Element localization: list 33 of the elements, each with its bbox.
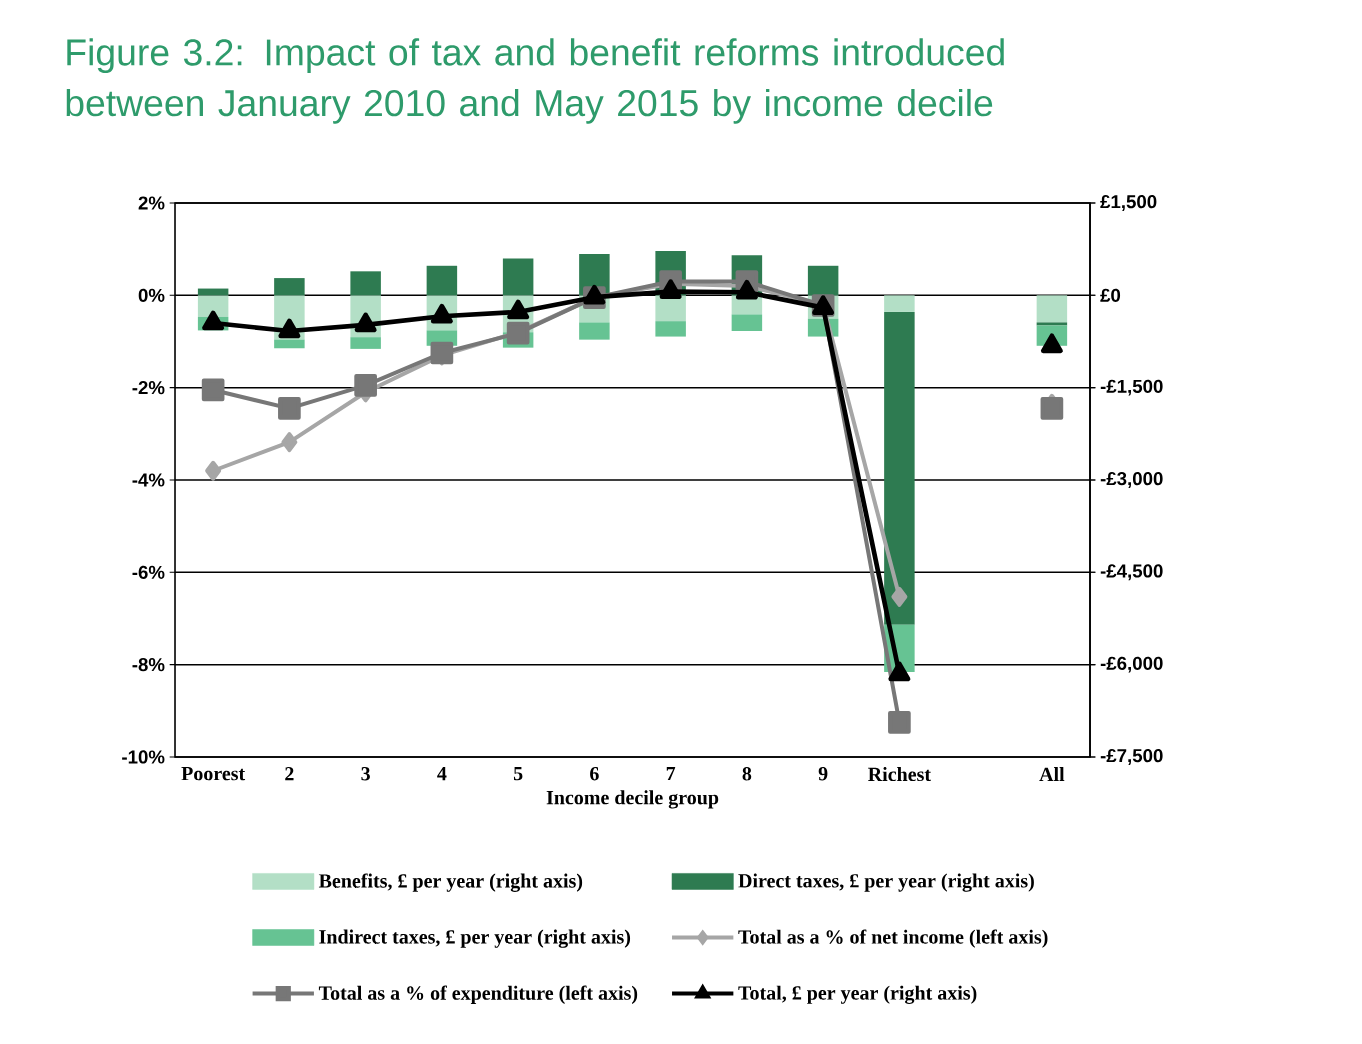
legend-label: Total, £ per year (right axis) <box>738 985 977 1004</box>
y-tick-label: -4% <box>132 473 165 487</box>
y2-tick-label: -£3,000 <box>1100 472 1163 488</box>
y2-tick-label: -£7,500 <box>1100 749 1163 765</box>
y-tick-label: -8% <box>132 658 165 672</box>
x-tick-label: Poorest <box>181 767 246 781</box>
legend-label: Indirect taxes, £ per year (right axis) <box>319 929 631 948</box>
x-tick-label: Richest <box>868 767 931 782</box>
y2-tick-label: £1,500 <box>1100 195 1157 211</box>
x-tick-label: 4 <box>437 767 447 781</box>
x-tick-label: 5 <box>513 767 523 781</box>
y2-tick-label: -£6,000 <box>1100 656 1163 673</box>
x-tick-label: All <box>1039 767 1065 781</box>
y2-tick-label: £0 <box>1100 288 1121 302</box>
y-tick-label: -6% <box>132 565 165 579</box>
x-axis-title: Income decile group <box>546 790 719 809</box>
y-tick-label: 0% <box>138 288 165 302</box>
y2-tick-label: -£1,500 <box>1100 379 1163 396</box>
x-tick-label: 9 <box>818 767 828 781</box>
x-tick-label: 6 <box>590 767 599 781</box>
x-tick-label: 3 <box>361 767 370 781</box>
y-tick-label: 2% <box>138 196 165 210</box>
chart-title: Figure 3.2: Impact of tax and benefit reforms introduced between January 2010 and May 2015 by income decile <box>66 38 1004 124</box>
y-tick-label: -2% <box>132 381 165 395</box>
y2-tick-label: -£4,500 <box>1100 564 1163 581</box>
x-tick-label: 2 <box>285 767 294 781</box>
y-tick-label: -10% <box>122 750 165 764</box>
x-tick-label: 8 <box>742 767 752 781</box>
legend-label: Benefits, £ per year (right axis) <box>318 873 583 892</box>
legend-label: Total as a % of net income (left axis) <box>738 929 1048 948</box>
legend-label: Total as a % of expenditure (left axis) <box>318 985 638 1004</box>
x-tick-label: 7 <box>666 767 676 781</box>
legend-label: Direct taxes, £ per year (right axis) <box>738 873 1034 892</box>
